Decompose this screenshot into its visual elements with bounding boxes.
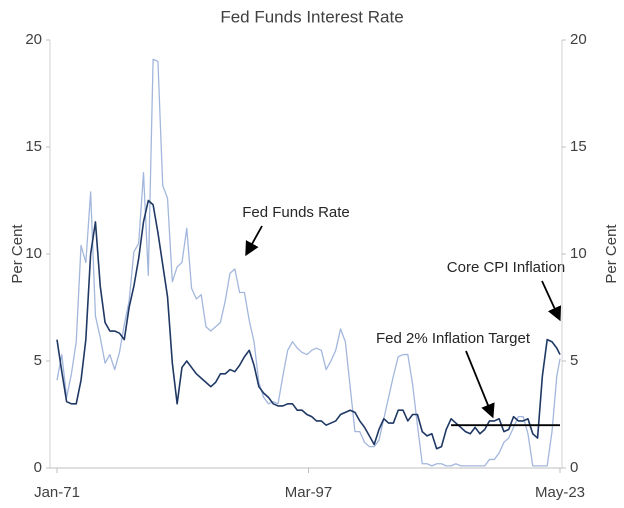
y2-axis-label: Per Cent <box>603 224 620 284</box>
x-tick-label: Mar-97 <box>285 484 333 501</box>
y-axis-label: Per Cent <box>9 224 26 284</box>
annotation-arrow <box>245 225 263 257</box>
annotation-arrow <box>465 350 495 419</box>
y-tick-label: 15 <box>25 138 42 155</box>
line-series <box>56 58 561 467</box>
y2-tick-label: 10 <box>570 245 587 262</box>
annotation: Fed 2% Inflation Target <box>376 330 531 347</box>
y-tick-label: 10 <box>25 245 42 262</box>
y2-tick-label: 0 <box>570 459 578 476</box>
x-tick-label: May-23 <box>535 484 585 501</box>
annotation: Fed Funds Rate <box>242 204 350 221</box>
chart-title: Fed Funds Interest Rate <box>220 7 403 26</box>
annotation-arrow <box>541 280 562 322</box>
y-tick-label: 20 <box>25 31 42 48</box>
annotation: Core CPI Inflation <box>447 259 565 276</box>
y2-tick-label: 5 <box>570 352 578 369</box>
y2-tick-label: 20 <box>570 31 587 48</box>
y-tick-label: 0 <box>34 459 42 476</box>
y2-tick-label: 15 <box>570 138 587 155</box>
line-series <box>56 199 561 450</box>
x-tick-label: Jan-71 <box>34 484 80 501</box>
y-tick-label: 5 <box>34 352 42 369</box>
